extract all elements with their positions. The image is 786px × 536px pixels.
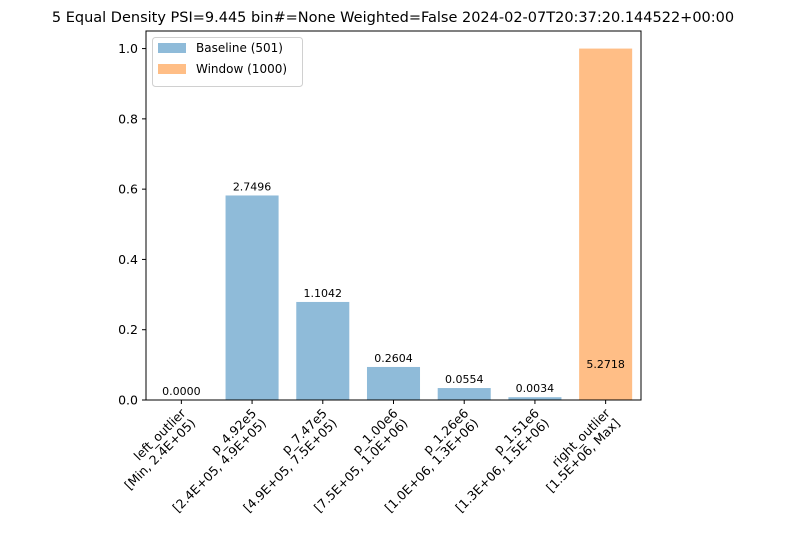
bar-value-label: 2.7496: [233, 180, 272, 193]
bar-value-label: 0.0034: [516, 382, 555, 395]
bar-value-label: 5.2718: [586, 358, 625, 371]
y-tick-label: 0.8: [118, 111, 138, 126]
bar-labels-group: 0.0000 2.7496 1.1042 0.2604 0.0554 0.0034 5.27…: [162, 180, 625, 398]
bar-baseline-1: [225, 195, 279, 400]
bar-baseline-5: [508, 397, 562, 400]
plot-frame: [145, 30, 642, 401]
bar-value-label: 0.0000: [162, 385, 201, 398]
bar-baseline-3: [366, 366, 421, 400]
legend-label-baseline: Baseline (501): [196, 41, 283, 55]
y-tick-label: 0.0: [118, 393, 138, 408]
bar-value-label: 0.0554: [445, 373, 484, 386]
bar-window-6: [579, 48, 633, 400]
y-tick-label: 0.2: [118, 322, 138, 337]
y-tick-label: 0.4: [118, 252, 138, 267]
legend-box: [152, 37, 303, 87]
y-axis: 0.0 0.2 0.4 0.6 0.8 1.0: [118, 41, 146, 408]
bars-group: [225, 48, 633, 400]
chart-title: 5 Equal Density PSI=9.445 bin#=None Weig…: [52, 10, 734, 26]
y-tick-label: 0.6: [118, 182, 138, 197]
legend-label-window: Window (1000): [196, 62, 287, 76]
legend-swatch-window: [158, 64, 186, 74]
bar-value-label: 0.2604: [374, 352, 413, 365]
legend-swatch-baseline: [158, 43, 186, 53]
bar-baseline-2: [296, 301, 350, 400]
legend: Baseline (501) Window (1000): [152, 37, 303, 87]
bar-value-label: 1.1042: [304, 287, 343, 300]
bar-baseline-4: [437, 388, 491, 400]
y-tick-label: 1.0: [118, 41, 138, 56]
